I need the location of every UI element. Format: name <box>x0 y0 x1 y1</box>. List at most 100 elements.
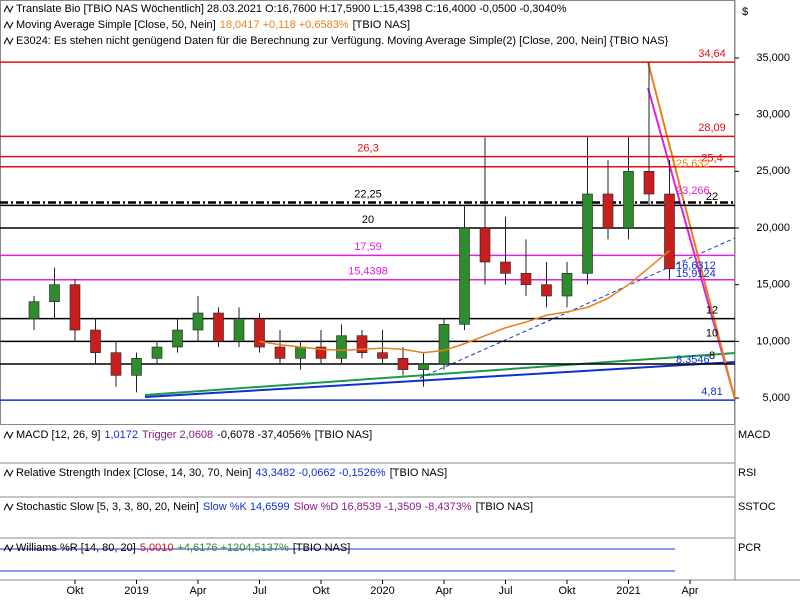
indicator-label: 8,3546 <box>676 354 710 366</box>
y-tick-label: 35,000 <box>756 52 790 64</box>
header-icon <box>3 36 14 46</box>
candle-body <box>377 352 388 359</box>
header-part: Relative Strength Index [Close, 14, 30, … <box>16 467 251 479</box>
candle-body <box>110 352 122 376</box>
y-tick-label: 25,000 <box>756 165 790 177</box>
header-text: Moving Average Simple [Close, 50, Nein] 1… <box>16 19 410 31</box>
trend-line <box>144 352 736 396</box>
x-tick-label: 2019 <box>124 585 148 597</box>
y-tick-label: 10,000 <box>756 335 790 347</box>
candle-body <box>541 284 552 297</box>
level-label: 10 <box>706 327 718 339</box>
header-text: Williams %R [14, 80, 20] 5,0010 +4,6176 +1… <box>16 542 350 554</box>
level-label: 22 <box>706 191 718 203</box>
header-icon <box>3 468 14 478</box>
header-text: Translate Bio [TBIO NAS Wöchentlich] 28.… <box>16 3 567 15</box>
level-label: 34,64 <box>698 48 726 60</box>
level-label: 4,81 <box>701 386 722 398</box>
panel-label: PCR <box>738 542 761 554</box>
candle-body <box>90 329 101 353</box>
x-tick-label: Okt <box>558 585 575 597</box>
x-tick-label: Jul <box>498 585 512 597</box>
candle-body <box>418 363 429 370</box>
header-icon <box>3 20 14 30</box>
candle-body <box>233 318 245 342</box>
header-icon <box>3 543 14 553</box>
header-text: Relative Strength Index [Close, 14, 30, … <box>16 467 447 479</box>
x-tick-label: Jul <box>252 585 266 597</box>
panel-label: MACD <box>738 429 770 441</box>
candle-body <box>172 329 183 348</box>
candle-body <box>192 312 204 331</box>
trend-line <box>647 61 736 401</box>
candle-body <box>28 301 40 319</box>
header-icon <box>3 502 14 512</box>
y-tick-label: 30,000 <box>756 109 790 121</box>
header-part: 1,0172 <box>104 429 138 441</box>
x-tick-label: 2020 <box>370 585 394 597</box>
candle-body <box>69 284 81 331</box>
header-icon <box>3 4 14 14</box>
y-tick-label: 20,000 <box>756 222 790 234</box>
header-part: Slow %D 16,8539 -1,3509 -8,4373% <box>294 501 472 513</box>
x-tick-label: Okt <box>312 585 329 597</box>
candle-body <box>213 312 224 342</box>
header-part: 18,0417 +0,118 +0,6583% <box>220 19 349 31</box>
candle-body <box>561 273 573 297</box>
level-label: 25,4 <box>701 153 722 165</box>
candle-body <box>397 358 409 370</box>
candle-body <box>479 227 491 263</box>
candle-body <box>274 346 286 359</box>
y-tick-label: 5,000 <box>762 392 790 404</box>
header-part: Slow %K 14,6599 <box>203 501 290 513</box>
y-tick-label: 15,000 <box>756 279 790 291</box>
header-text: Stochastic Slow [5, 3, 3, 80, 20, Nein] S… <box>16 501 533 513</box>
moving-average <box>259 250 670 354</box>
indicator-label: 16,6312 <box>676 260 716 272</box>
indicator-label: 25,632 <box>676 158 710 170</box>
header-part: Trigger 2,0608 <box>142 429 213 441</box>
trend-line <box>144 361 736 398</box>
header-part: [TBIO NAS] <box>353 19 410 31</box>
x-tick-label: Apr <box>189 585 206 597</box>
header-text: MACD [12, 26, 9] 1,0172 Trigger 2,0608 -0,6… <box>16 429 372 441</box>
indicator-label: 15,9124 <box>676 268 716 280</box>
candle-body <box>49 284 60 302</box>
level-label: 20 <box>362 214 374 226</box>
header-icon <box>3 430 14 440</box>
candle-body <box>623 171 634 229</box>
x-tick-label: 2021 <box>616 585 640 597</box>
candle-body <box>254 318 265 348</box>
candle-body <box>315 346 327 359</box>
currency: $ <box>742 6 748 18</box>
candle-body <box>356 335 368 353</box>
level-label: 28,09 <box>698 122 726 134</box>
candle-body <box>438 324 450 365</box>
level-label: 15,4398 <box>348 266 388 278</box>
level-label: 26,3 <box>357 143 378 155</box>
candle-body <box>295 346 306 359</box>
header-part: Stochastic Slow [5, 3, 3, 80, 20, Nein] <box>16 501 199 513</box>
panel-label: RSI <box>738 467 756 479</box>
candle-body <box>131 358 142 376</box>
header-part: 5,0010 <box>140 542 174 554</box>
header-part: Translate Bio [TBIO NAS Wöchentlich] 28.… <box>16 3 567 15</box>
header-part: -0,6078 -37,4056% <box>217 429 311 441</box>
header-part: E3024: Es stehen nicht genügend Daten fü… <box>16 35 669 47</box>
x-tick-label: Okt <box>66 585 83 597</box>
header-part: [TBIO NAS] <box>315 429 372 441</box>
candle-body <box>151 346 163 359</box>
level-label: 17,59 <box>354 241 382 253</box>
candle-body <box>459 227 470 325</box>
candle-body <box>500 261 511 274</box>
x-tick-label: Apr <box>681 585 698 597</box>
trend-line <box>419 237 736 379</box>
level-label: 22,25 <box>354 188 382 200</box>
x-tick-label: Apr <box>435 585 452 597</box>
header-part: +4,6176 +1204,5137% <box>177 542 289 554</box>
candle-body <box>520 273 532 285</box>
indicator-label: 23,266 <box>676 185 710 197</box>
candle-body <box>643 171 655 195</box>
